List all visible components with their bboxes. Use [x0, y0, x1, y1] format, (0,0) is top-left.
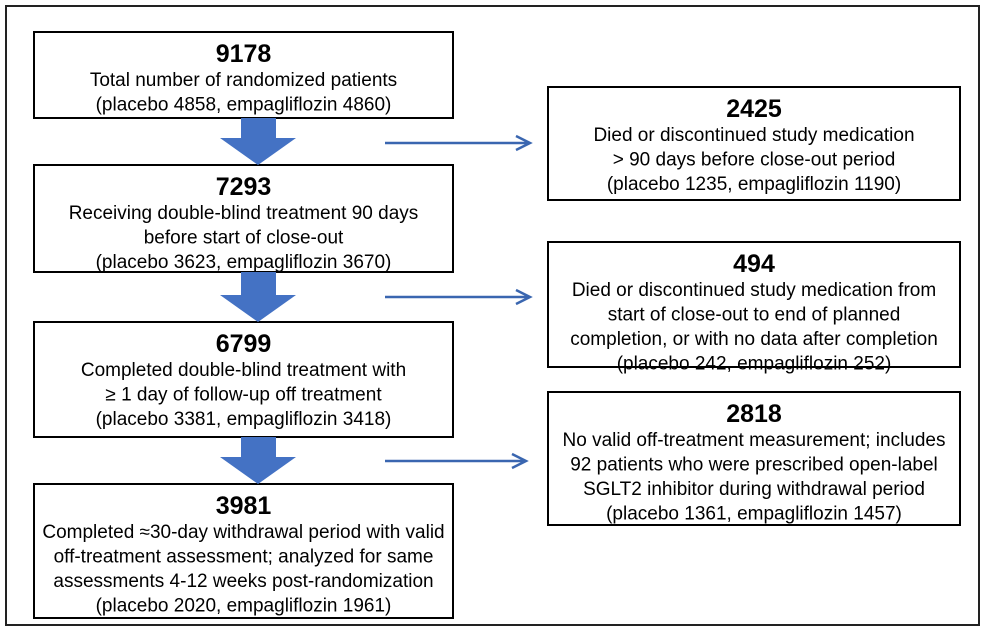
box-count: 3981 — [216, 492, 272, 520]
box-count: 2425 — [726, 95, 782, 123]
side-arrow — [385, 452, 529, 470]
box — [547, 241, 961, 368]
side-arrow — [385, 288, 533, 306]
frame — [5, 5, 980, 626]
box-line: completion, or with no data after comple… — [570, 329, 938, 350]
box-line: ≥ 1 day of follow-up off treatment — [105, 385, 382, 406]
down-arrow — [220, 437, 296, 484]
box-count: 2818 — [726, 400, 782, 428]
box-count: 9178 — [216, 40, 272, 68]
box-line: Died or discontinued study medication — [593, 125, 914, 146]
down-arrow — [220, 118, 296, 165]
box-line: (placebo 242, empagliflozin 252) — [617, 354, 892, 375]
box — [547, 86, 961, 201]
box-line: (placebo 2020, empagliflozin 1961) — [96, 596, 392, 617]
box-line: (placebo 3381, empagliflozin 3418) — [96, 409, 392, 430]
down-arrow — [220, 272, 296, 322]
box-line: Died or discontinued study medication fr… — [572, 280, 936, 301]
box-count: 6799 — [216, 330, 272, 358]
box-line: (placebo 4858, empagliflozin 4860) — [96, 95, 392, 116]
box-line: off-treatment assessment; analyzed for s… — [54, 547, 434, 568]
box-line: Total number of randomized patients — [90, 70, 397, 91]
box-line: No valid off-treatment measurement; incl… — [563, 430, 946, 451]
side-arrows — [385, 134, 533, 470]
box-count: 7293 — [216, 173, 272, 201]
box-line: assessments 4-12 weeks post-randomizatio… — [53, 571, 433, 592]
box-line: Completed double-blind treatment with — [81, 360, 406, 381]
box — [33, 164, 454, 273]
box — [33, 321, 454, 438]
box-line: Receiving double-blind treatment 90 days — [69, 203, 419, 224]
box-line: before start of close-out — [144, 228, 344, 249]
box-line: (placebo 1235, empagliflozin 1190) — [607, 174, 901, 195]
down-arrows — [220, 118, 296, 484]
box-count: 494 — [733, 250, 775, 278]
box-line: (placebo 3623, empagliflozin 3670) — [96, 252, 392, 273]
box-line: (placebo 1361, empagliflozin 1457) — [606, 504, 902, 525]
box-line: start of close-out to end of planned — [608, 305, 901, 326]
box — [547, 391, 961, 526]
box-line: 92 patients who were prescribed open-lab… — [570, 455, 938, 476]
side-arrow — [385, 134, 533, 152]
box-line: Completed ≈30-day withdrawal period with… — [42, 522, 444, 543]
box-line: > 90 days before close-out period — [613, 150, 896, 171]
box — [33, 483, 454, 619]
box-line: SGLT2 inhibitor during withdrawal period — [583, 479, 925, 500]
